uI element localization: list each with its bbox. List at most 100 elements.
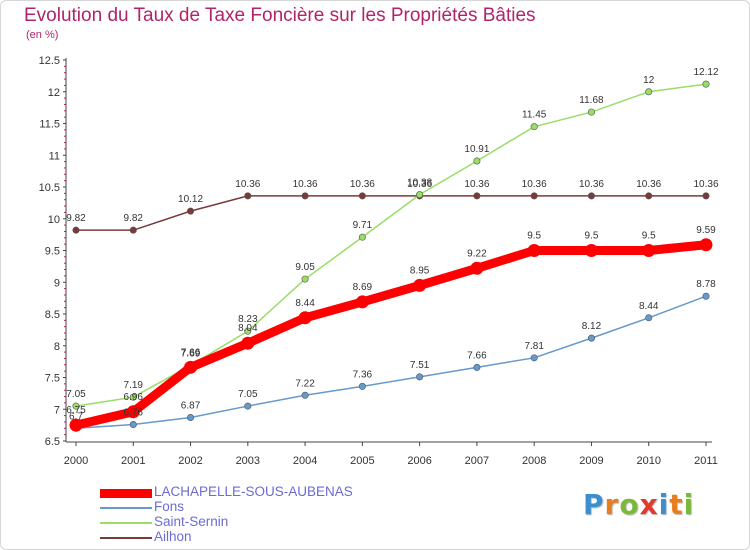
data-point — [72, 226, 80, 234]
legend-swatch — [100, 537, 152, 539]
x-tick-label: 2003 — [236, 455, 260, 467]
y-tick-label: 10 — [48, 214, 60, 226]
y-tick-label: 7 — [54, 404, 60, 416]
proxiti-logo: Proxiti — [583, 488, 694, 521]
legend-label: Saint-Sernin — [154, 514, 229, 529]
data-point — [416, 191, 424, 199]
data-label: 8.04 — [238, 323, 258, 334]
data-point — [584, 244, 598, 257]
data-label: 7.81 — [524, 341, 544, 352]
data-label: 7.66 — [181, 347, 201, 358]
data-label: 9.71 — [353, 220, 373, 231]
logo-letter: o — [619, 488, 640, 521]
data-point — [298, 311, 312, 325]
data-point — [358, 192, 366, 200]
x-tick-label: 2008 — [522, 455, 546, 467]
data-label: 9.5 — [527, 231, 541, 242]
data-label: 7.22 — [295, 378, 315, 389]
data-label: 10.36 — [293, 179, 318, 190]
data-point — [702, 192, 710, 200]
data-label: 10.36 — [350, 179, 375, 190]
y-tick-label: 6.5 — [45, 436, 60, 448]
logo-letter: x — [639, 488, 659, 521]
x-tick-label: 2006 — [407, 455, 431, 467]
data-label: 10.36 — [464, 179, 489, 190]
data-point — [244, 192, 252, 200]
data-label: 7.51 — [410, 360, 430, 371]
data-point — [187, 207, 195, 215]
data-point — [358, 382, 366, 390]
data-label: 9.82 — [124, 213, 144, 224]
data-point — [358, 233, 366, 241]
data-point — [69, 418, 83, 432]
legend-label: Fons — [154, 499, 185, 514]
data-label: 9.59 — [696, 225, 716, 236]
legend-label: LACHAPELLE-SOUS-AUBENAS — [154, 484, 353, 499]
data-point — [244, 327, 252, 335]
data-point — [413, 278, 427, 292]
x-tick-label: 2010 — [636, 455, 660, 467]
data-point — [702, 80, 710, 88]
data-point — [527, 244, 541, 257]
data-point — [699, 238, 713, 252]
line-chart: 6.5 7 7.5 8 8.5 9 9.5 10 10.5 11 11.5 12 12.5 2000 200… — [39, 55, 719, 467]
data-label: 10.36 — [407, 179, 432, 190]
data-label: 10.12 — [178, 194, 203, 205]
x-tick-label: 2004 — [293, 455, 317, 467]
y-tick-label: 11 — [49, 150, 60, 162]
data-label: 9.82 — [66, 213, 86, 224]
data-point — [301, 275, 309, 283]
data-point — [187, 414, 195, 422]
y-tick-label: 8 — [54, 341, 60, 353]
data-point — [473, 157, 481, 165]
y-tick-label: 11.5 — [39, 119, 60, 131]
logo-letter: t — [669, 488, 684, 521]
data-label: 7.69 — [181, 348, 201, 359]
data-point — [587, 192, 595, 200]
logo-letter: r — [604, 488, 620, 521]
data-point — [129, 393, 137, 401]
data-point — [702, 292, 710, 300]
x-tick-label: 2009 — [579, 455, 603, 467]
axes: 6.5 7 7.5 8 8.5 9 9.5 10 10.5 11 11.5 12 12.5 2000 200… — [39, 55, 718, 467]
x-tick-label: 2011 — [694, 455, 718, 467]
data-point — [126, 405, 140, 419]
data-point — [530, 123, 538, 131]
logo-letter: i — [658, 488, 670, 521]
data-point — [184, 360, 198, 374]
y-tick-label: 8.5 — [45, 309, 60, 321]
data-label: 7.36 — [353, 369, 373, 380]
data-label: 9.5 — [585, 231, 599, 242]
data-label: 6.87 — [181, 401, 201, 412]
data-point — [645, 88, 653, 96]
legend-label: Ailhon — [154, 529, 192, 544]
data-label: 10.36 — [693, 179, 718, 190]
series-line — [75, 83, 707, 407]
x-tick-label: 2005 — [350, 455, 374, 467]
data-point — [473, 363, 481, 371]
x-tick-label: 2001 — [121, 455, 145, 467]
data-label: 11.68 — [579, 95, 604, 106]
data-label: 8.12 — [582, 321, 602, 332]
data-label: 6.76 — [124, 407, 144, 418]
data-point — [642, 244, 656, 257]
data-label: 8.69 — [353, 282, 373, 293]
data-label: 7.05 — [238, 389, 258, 400]
data-label: 7.66 — [467, 350, 487, 361]
series-line — [75, 195, 707, 231]
data-point — [244, 402, 252, 410]
data-label: 9.5 — [642, 231, 656, 242]
data-point — [645, 314, 653, 322]
series-line — [71, 240, 711, 430]
data-labels: 9.82 9.82 10.12 10.36 10.36 10.36 10.36 10.36 10… — [66, 67, 719, 422]
data-point — [129, 226, 137, 234]
data-point — [530, 354, 538, 362]
data-label: 7.05 — [66, 389, 86, 400]
unit-label: (en %) — [26, 29, 59, 41]
legend-swatch — [100, 507, 152, 509]
data-point — [530, 192, 538, 200]
x-tick-label: 2000 — [64, 455, 88, 467]
data-point — [72, 402, 80, 410]
data-label: 10.36 — [235, 179, 260, 190]
